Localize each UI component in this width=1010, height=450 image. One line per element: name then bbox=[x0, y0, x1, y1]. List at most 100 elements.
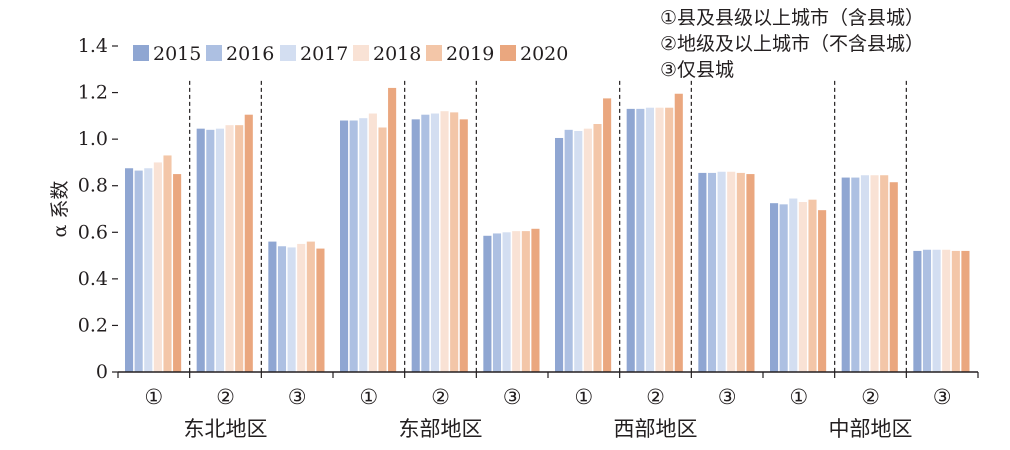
x-tick-label: ① bbox=[359, 385, 378, 409]
bar-2020 bbox=[746, 174, 755, 372]
bar-2016 bbox=[779, 204, 788, 372]
x-tick-label: ② bbox=[646, 385, 665, 409]
x-tick-label: ① bbox=[574, 385, 593, 409]
x-tick-label: ① bbox=[144, 385, 163, 409]
bar-2020 bbox=[889, 182, 898, 372]
note-3: ③仅县城 bbox=[660, 59, 735, 81]
bar-2020 bbox=[531, 228, 540, 372]
bar-2017 bbox=[215, 128, 224, 372]
bar-2019 bbox=[450, 112, 459, 372]
bar-2020 bbox=[459, 119, 468, 372]
y-tick-label: 0 bbox=[96, 361, 108, 383]
bar-2017 bbox=[574, 130, 583, 372]
x-tick-label: ② bbox=[861, 385, 880, 409]
note-1: ①县及县级以上城市（含县城） bbox=[660, 7, 925, 29]
bar-2015 bbox=[841, 177, 850, 372]
bar-2020 bbox=[818, 210, 827, 372]
bar-2015 bbox=[626, 108, 635, 372]
bar-2016 bbox=[851, 177, 860, 372]
bar-2016 bbox=[277, 246, 287, 372]
y-axis-title: α 系数 bbox=[49, 181, 71, 238]
bar-2015 bbox=[913, 250, 922, 372]
x-tick-label: ③ bbox=[503, 385, 522, 409]
y-tick-label: 0.6 bbox=[78, 221, 108, 243]
x-tick-label: ② bbox=[431, 385, 450, 409]
y-tick-label: 1.4 bbox=[78, 35, 108, 57]
bar-2017 bbox=[860, 175, 869, 372]
y-tick-label: 0.8 bbox=[78, 175, 108, 197]
bar-2020 bbox=[173, 174, 182, 372]
bar-2017 bbox=[144, 168, 153, 372]
legend-swatch-2018 bbox=[353, 45, 369, 61]
bar-2016 bbox=[134, 170, 143, 372]
bar-2015 bbox=[483, 235, 492, 372]
bar-2018 bbox=[153, 162, 162, 372]
bar-2018 bbox=[727, 171, 736, 372]
x-tick-label: ③ bbox=[288, 385, 307, 409]
bar-2020 bbox=[961, 250, 970, 372]
y-tick-label: 0.2 bbox=[78, 314, 108, 336]
bar-2015 bbox=[125, 168, 134, 372]
bar-2015 bbox=[411, 119, 420, 372]
bar-2019 bbox=[306, 241, 315, 372]
bar-2016 bbox=[349, 120, 358, 372]
bar-2015 bbox=[196, 128, 205, 372]
bar-2019 bbox=[880, 175, 889, 372]
bar-2019 bbox=[951, 250, 960, 372]
bar-2018 bbox=[297, 243, 306, 372]
bar-2015 bbox=[555, 137, 564, 372]
bar-2020 bbox=[674, 93, 683, 372]
bar-2016 bbox=[922, 249, 932, 372]
bar-2019 bbox=[163, 155, 172, 372]
bar-2018 bbox=[512, 231, 521, 372]
bar-2020 bbox=[603, 98, 612, 373]
bar-2020 bbox=[316, 248, 325, 372]
region-label: 中部地区 bbox=[829, 417, 913, 441]
x-tick-label: ③ bbox=[718, 385, 737, 409]
bar-2018 bbox=[942, 249, 951, 372]
legend-label-2019: 2019 bbox=[446, 43, 494, 65]
bar-2016 bbox=[421, 114, 430, 372]
legend-swatch-2017 bbox=[280, 45, 296, 61]
bar-2015 bbox=[340, 120, 349, 372]
bar-2016 bbox=[206, 129, 215, 372]
y-tick-label: 1.0 bbox=[78, 128, 108, 150]
bar-2018 bbox=[583, 128, 592, 372]
bar-2017 bbox=[932, 249, 941, 372]
bar-2017 bbox=[645, 107, 654, 372]
y-tick-label: 1.2 bbox=[78, 82, 108, 104]
bar-2017 bbox=[502, 232, 511, 372]
bar-2018 bbox=[440, 111, 449, 372]
bar-2016 bbox=[636, 108, 645, 372]
legend-swatch-2016 bbox=[206, 45, 222, 61]
bar-2018 bbox=[368, 113, 377, 373]
region-label: 西部地区 bbox=[614, 417, 698, 441]
bar-2018 bbox=[225, 125, 234, 373]
x-tick-label: ② bbox=[216, 385, 235, 409]
bar-2018 bbox=[798, 202, 807, 372]
bar-2017 bbox=[359, 118, 368, 372]
bar-2018 bbox=[870, 175, 879, 372]
bar-2016 bbox=[492, 233, 502, 372]
region-label: 东北地区 bbox=[184, 417, 268, 441]
legend-swatch-2020 bbox=[500, 45, 516, 61]
bar-2019 bbox=[593, 124, 602, 372]
y-tick-label: 0.4 bbox=[78, 268, 108, 290]
bar-2020 bbox=[244, 114, 253, 372]
bar-2019 bbox=[378, 127, 387, 372]
bar-2016 bbox=[707, 172, 717, 372]
bar-2016 bbox=[564, 129, 573, 372]
bar-2019 bbox=[736, 172, 745, 372]
note-2: ②地级及以上城市（不含县城） bbox=[660, 33, 925, 55]
bar-2019 bbox=[235, 125, 244, 373]
bar-2017 bbox=[717, 171, 726, 372]
bar-2020 bbox=[388, 87, 397, 373]
bar-2015 bbox=[268, 241, 277, 372]
legend-label-2015: 2015 bbox=[153, 43, 201, 65]
bar-2017 bbox=[287, 247, 296, 372]
bar-2019 bbox=[521, 231, 530, 372]
bar-2015 bbox=[698, 172, 707, 372]
legend-swatch-2015 bbox=[133, 45, 149, 61]
legend-label-2020: 2020 bbox=[520, 43, 568, 65]
